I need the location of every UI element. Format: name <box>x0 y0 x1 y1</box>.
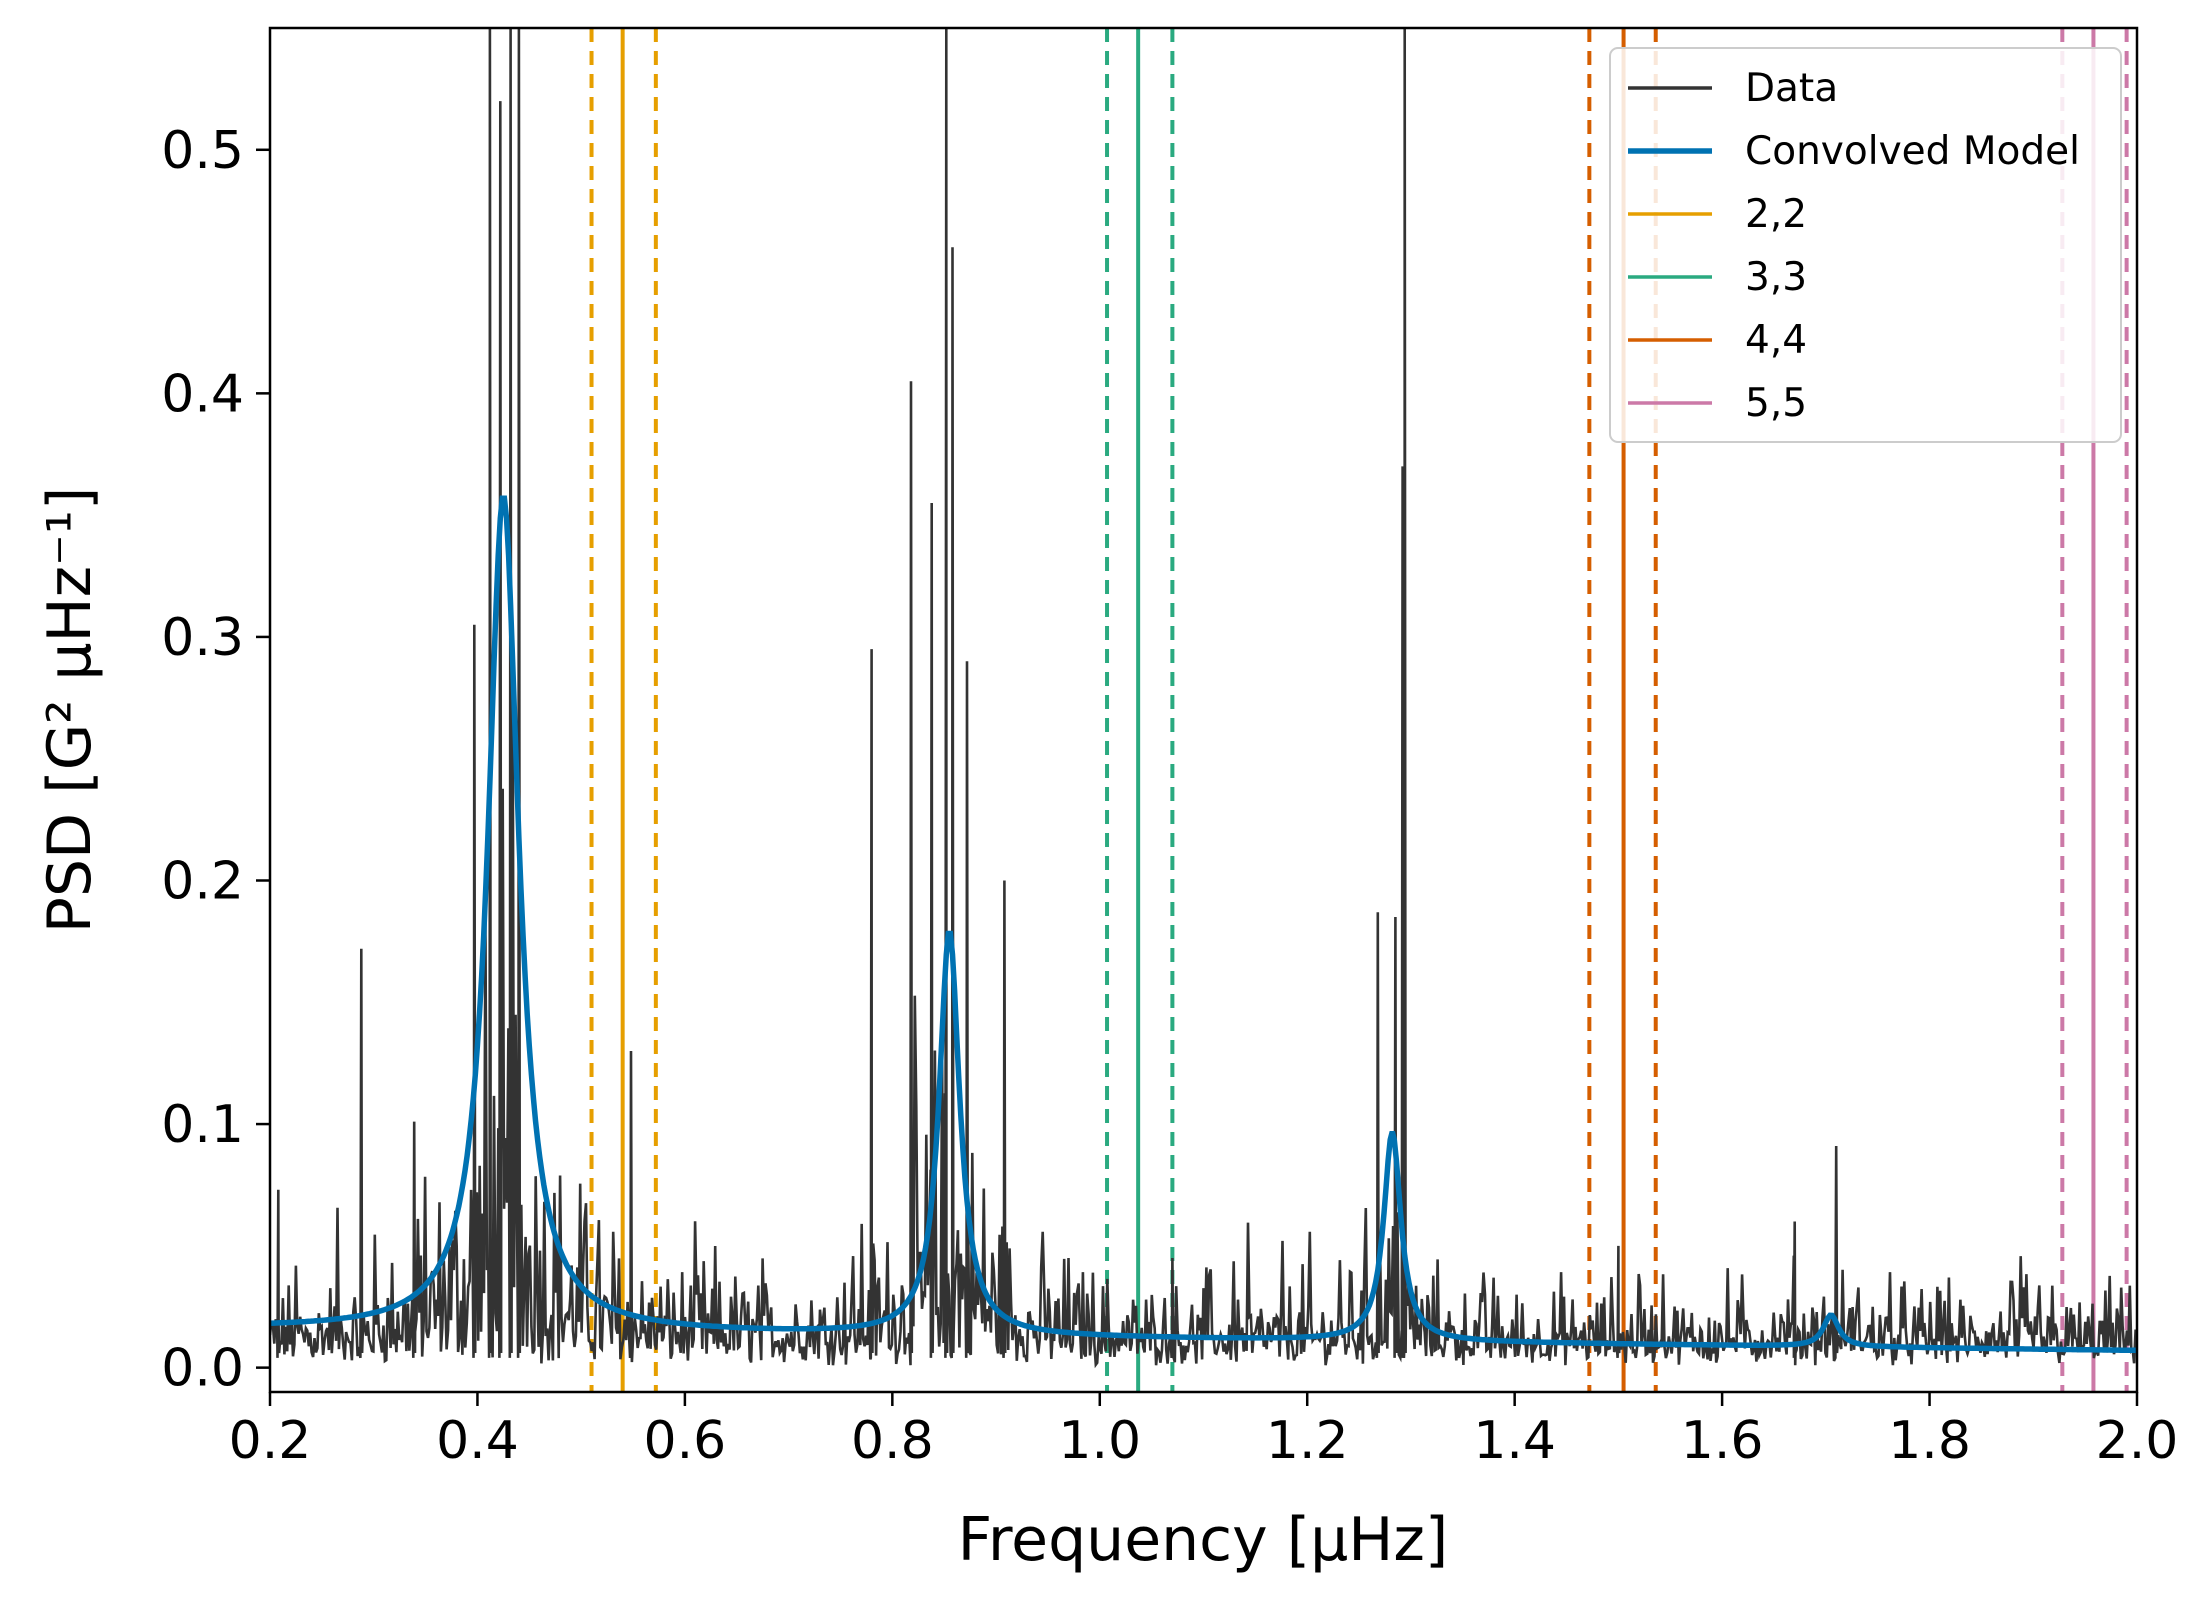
y-axis-ticks: 0.0 0.1 0.2 0.3 0.4 0.5 <box>161 121 270 1399</box>
y-tick-label: 0.5 <box>161 121 244 181</box>
x-tick-label: 1.2 <box>1266 1411 1349 1471</box>
x-tick-label: 0.8 <box>851 1411 934 1471</box>
x-tick-label: 1.8 <box>1888 1411 1971 1471</box>
legend-label-5-5: 5,5 <box>1745 381 1807 426</box>
y-tick-label: 0.0 <box>161 1339 244 1399</box>
legend: Data Convolved Model 2,2 3,3 4,4 5,5 <box>1609 47 2122 443</box>
legend-label-data: Data <box>1745 66 1838 111</box>
mode-lines-layer <box>589 28 2129 1392</box>
y-tick-label: 0.4 <box>161 364 244 424</box>
y-tick-label: 0.1 <box>161 1095 244 1155</box>
x-tick-label: 0.4 <box>436 1411 519 1471</box>
legend-label-convolved-model: Convolved Model <box>1745 129 2080 174</box>
y-axis-label: PSD [G² μHz⁻¹] <box>35 487 105 933</box>
data-series-line <box>270 28 2137 1369</box>
x-tick-label: 2.0 <box>2096 1411 2179 1471</box>
x-tick-label: 0.6 <box>644 1411 727 1471</box>
legend-label-4-4: 4,4 <box>1745 318 1807 363</box>
legend-label-3-3: 3,3 <box>1745 255 1807 300</box>
data-series-layer <box>270 28 2137 1369</box>
legend-box <box>1609 47 2122 443</box>
legend-label-2-2: 2,2 <box>1745 192 1807 237</box>
x-axis-label: Frequency [μHz] <box>958 1505 1449 1575</box>
axes-frame <box>268 26 2139 1394</box>
x-axis-ticks: 0.2 0.4 0.6 0.8 1.0 1.2 1.4 1.6 1.8 2.0 <box>229 1392 2179 1471</box>
x-tick-label: 1.6 <box>1681 1411 1764 1471</box>
y-tick-label: 0.2 <box>161 852 244 912</box>
convolved-model-line <box>270 495 2137 1354</box>
y-tick-label: 0.3 <box>161 608 244 668</box>
x-tick-label: 1.4 <box>1473 1411 1556 1471</box>
x-tick-label: 0.2 <box>229 1411 312 1471</box>
model-series-layer <box>270 495 2137 1354</box>
plot-area <box>270 28 2137 1392</box>
x-tick-label: 1.0 <box>1058 1411 1141 1471</box>
